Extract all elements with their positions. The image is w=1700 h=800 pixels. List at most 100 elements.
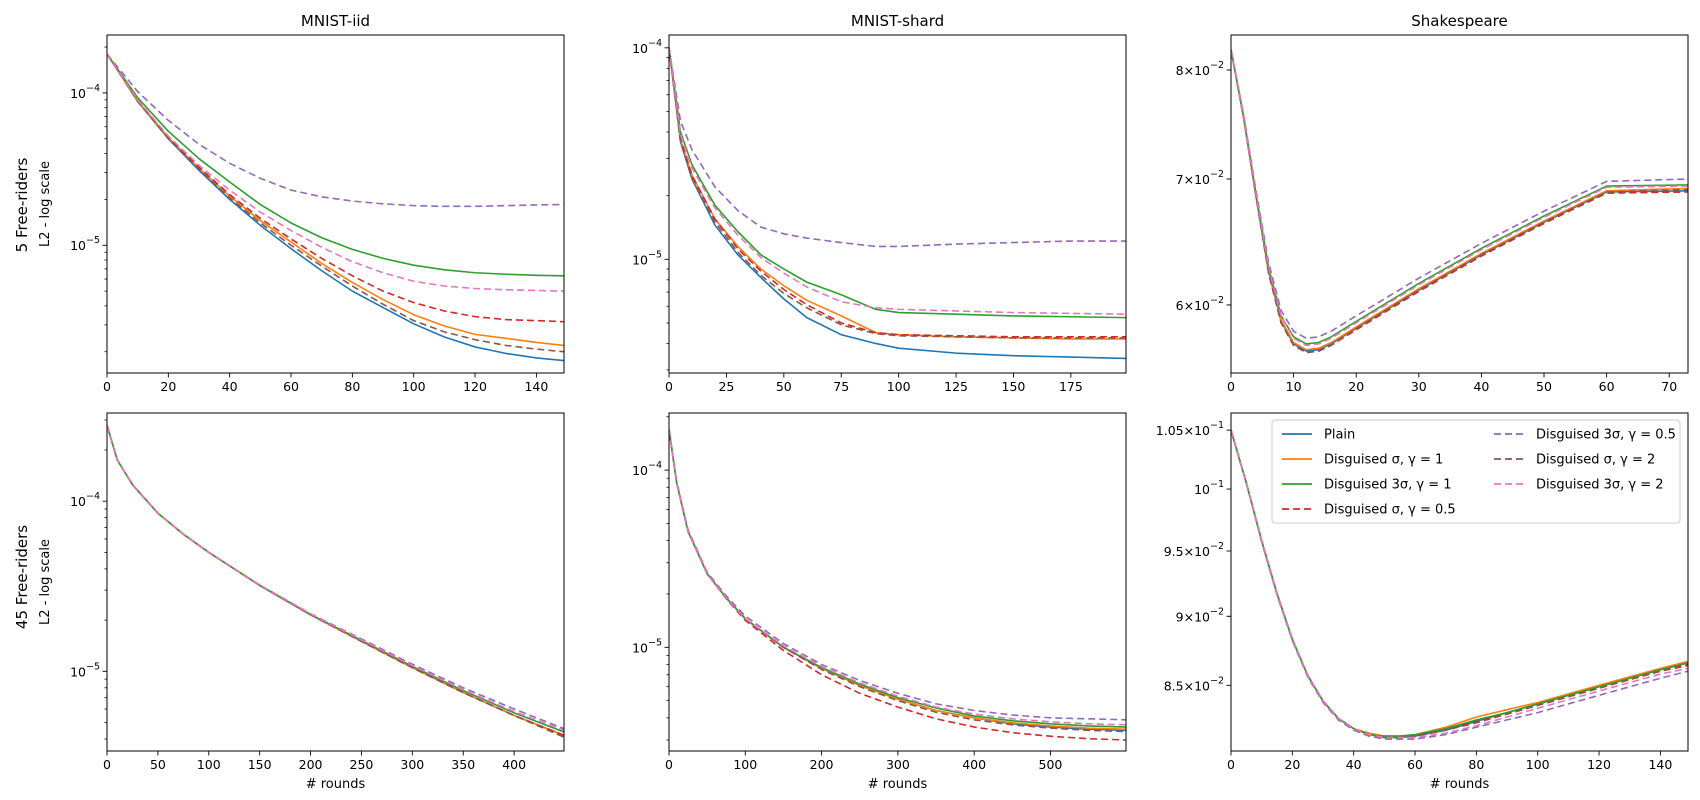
x-tick-label: 400 — [502, 757, 526, 772]
panel-mnist-shard-r0: MNIST-shard 10−5 10−4 0 25 50 75 100 125 150 175 — [632, 12, 1127, 394]
panel-title: Shakespeare — [1411, 12, 1507, 30]
x-tick-label: 40 — [222, 379, 238, 394]
x-tick-label: 60 — [283, 379, 299, 394]
legend-item-disguised-sigma-gamma-0-5: Disguised σ, γ = 0.5 — [1282, 503, 1456, 518]
y-tick-label: 10−5 — [70, 235, 100, 253]
x-tick-label: 50 — [776, 379, 792, 394]
series-disguised-3sigma-gamma-2 — [669, 429, 1126, 726]
series-disguised-3sigma-gamma-0-5 — [1231, 429, 1688, 740]
x-tick-label: 25 — [718, 379, 734, 394]
y-tick-label: 9×10−2 — [1176, 606, 1224, 624]
x-tick-label: 100 — [1526, 757, 1550, 772]
x-axis-label: # rounds — [868, 777, 928, 792]
x-tick-label: 50 — [150, 757, 166, 772]
x-tick-label: 20 — [1348, 379, 1364, 394]
legend-box — [1271, 419, 1681, 524]
series-disguised-3sigma-gamma-1 — [107, 53, 564, 277]
x-tick-label: 250 — [350, 757, 374, 772]
y-tick-label: 8.5×10−2 — [1164, 675, 1224, 693]
panel-shakespeare-r0: Shakespeare 6×10−2 7×10−2 8×10−2 0 10 20 30 40 50… — [1176, 12, 1689, 394]
y-tick-label: 9.5×10−2 — [1164, 540, 1224, 558]
series-disguised-3sigma-gamma-2 — [1231, 49, 1688, 347]
y-tick-label: 10−5 — [70, 661, 100, 679]
x-tick-label: 100 — [733, 757, 757, 772]
series-disguised-3sigma-gamma-2 — [669, 47, 1126, 316]
series-disguised-sigma-gamma-0-5 — [669, 47, 1126, 338]
legend-item-disguised-3sigma-gamma-1: Disguised 3σ, γ = 1 — [1282, 478, 1452, 493]
series-disguised-3sigma-gamma-2 — [1231, 429, 1688, 739]
x-tick-label: 50 — [1536, 379, 1552, 394]
y-tick-label: 10−4 — [70, 491, 100, 509]
x-tick-label: 0 — [1227, 379, 1235, 394]
row-label-45-free-riders: 45 Free-riders — [13, 525, 31, 629]
x-tick-label: 60 — [1599, 379, 1615, 394]
series-disguised-sigma-gamma-2 — [669, 47, 1126, 339]
x-tick-label: 80 — [344, 379, 360, 394]
series-plain — [107, 424, 564, 737]
legend-label: Disguised σ, γ = 1 — [1324, 453, 1443, 468]
legend-item-disguised-3sigma-gamma-0-5: Disguised 3σ, γ = 0.5 — [1494, 428, 1676, 443]
axes-frame — [106, 34, 565, 374]
x-tick-label: 500 — [1039, 757, 1063, 772]
x-tick-label: 100 — [887, 379, 911, 394]
series-disguised-3sigma-gamma-2 — [107, 424, 564, 732]
axes-frame — [668, 412, 1127, 752]
legend-item-plain: Plain — [1282, 428, 1355, 443]
x-tick-label: 0 — [1227, 757, 1235, 772]
y-axis-label: L2 - log scale — [38, 539, 53, 625]
series-disguised-sigma-gamma-1 — [107, 53, 564, 347]
y-tick-label: 7×10−2 — [1176, 169, 1224, 187]
legend-label: Disguised 3σ, γ = 1 — [1324, 478, 1452, 493]
axes-frame — [106, 412, 565, 752]
panel-title: MNIST-iid — [301, 12, 370, 30]
series-plain — [1231, 49, 1688, 352]
axes-frame — [668, 34, 1127, 374]
panel-mnist-iid-r0: MNIST-iid 10−5 10−4 0 20 40 60 80 100 120 140 L2 - … — [38, 12, 565, 394]
series-disguised-sigma-gamma-2 — [107, 424, 564, 738]
x-tick-label: 100 — [197, 757, 221, 772]
x-tick-label: 60 — [1407, 757, 1423, 772]
legend-label: Disguised σ, γ = 0.5 — [1324, 503, 1456, 518]
series-disguised-sigma-gamma-2 — [669, 429, 1126, 733]
series-disguised-3sigma-gamma-1 — [1231, 49, 1688, 345]
x-tick-label: 140 — [524, 379, 548, 394]
y-tick-label: 10−1 — [1194, 479, 1224, 497]
series-disguised-sigma-gamma-1 — [1231, 49, 1688, 351]
y-tick-label: 10−5 — [632, 637, 662, 655]
x-tick-label: 10 — [1286, 379, 1302, 394]
x-tick-label: 200 — [810, 757, 834, 772]
x-tick-label: 150 — [1002, 379, 1026, 394]
y-tick-label: 6×10−2 — [1176, 294, 1224, 312]
x-tick-label: 120 — [1587, 757, 1611, 772]
x-tick-label: 0 — [665, 757, 673, 772]
legend: Plain Disguised σ, γ = 1 Disguised 3σ, γ =… — [1271, 419, 1681, 524]
x-tick-label: 80 — [1468, 757, 1484, 772]
series-disguised-sigma-gamma-0-5 — [107, 53, 564, 323]
x-tick-label: 300 — [400, 757, 424, 772]
series-plain — [669, 429, 1126, 732]
series-disguised-sigma-gamma-2 — [107, 53, 564, 353]
legend-label: Plain — [1324, 428, 1355, 443]
row-label-5-free-riders: 5 Free-riders — [13, 158, 31, 253]
axes-frame — [1230, 412, 1689, 752]
legend-label: Disguised σ, γ = 2 — [1536, 453, 1655, 468]
series-disguised-sigma-gamma-1 — [669, 47, 1126, 340]
series-plain — [107, 53, 564, 362]
panel-row1-r1: 10−5 10−4 0 50 100 150 200 250 300 350 400 L2 - log… — [38, 412, 565, 792]
series-disguised-sigma-gamma-1 — [107, 424, 564, 737]
x-tick-label: 40 — [1473, 379, 1489, 394]
x-tick-label: 125 — [944, 379, 968, 394]
series-disguised-3sigma-gamma-0-5 — [107, 424, 564, 730]
series-plain — [669, 47, 1126, 360]
x-tick-label: 175 — [1059, 379, 1083, 394]
x-tick-label: 140 — [1648, 757, 1672, 772]
series-disguised-3sigma-gamma-0-5 — [1231, 49, 1688, 340]
panel-row1-r1: 8.5×10−2 9×10−2 9.5×10−2 10−1 1.05×10−1 0 20 40… — [1156, 412, 1689, 792]
legend-item-disguised-3sigma-gamma-2: Disguised 3σ, γ = 2 — [1494, 478, 1664, 493]
y-tick-label: 10−4 — [632, 37, 662, 55]
x-tick-label: 40 — [1346, 757, 1362, 772]
series-disguised-3sigma-gamma-1 — [669, 47, 1126, 319]
legend-item-disguised-sigma-gamma-1: Disguised σ, γ = 1 — [1282, 453, 1443, 468]
series-disguised-sigma-gamma-0-5 — [1231, 49, 1688, 354]
